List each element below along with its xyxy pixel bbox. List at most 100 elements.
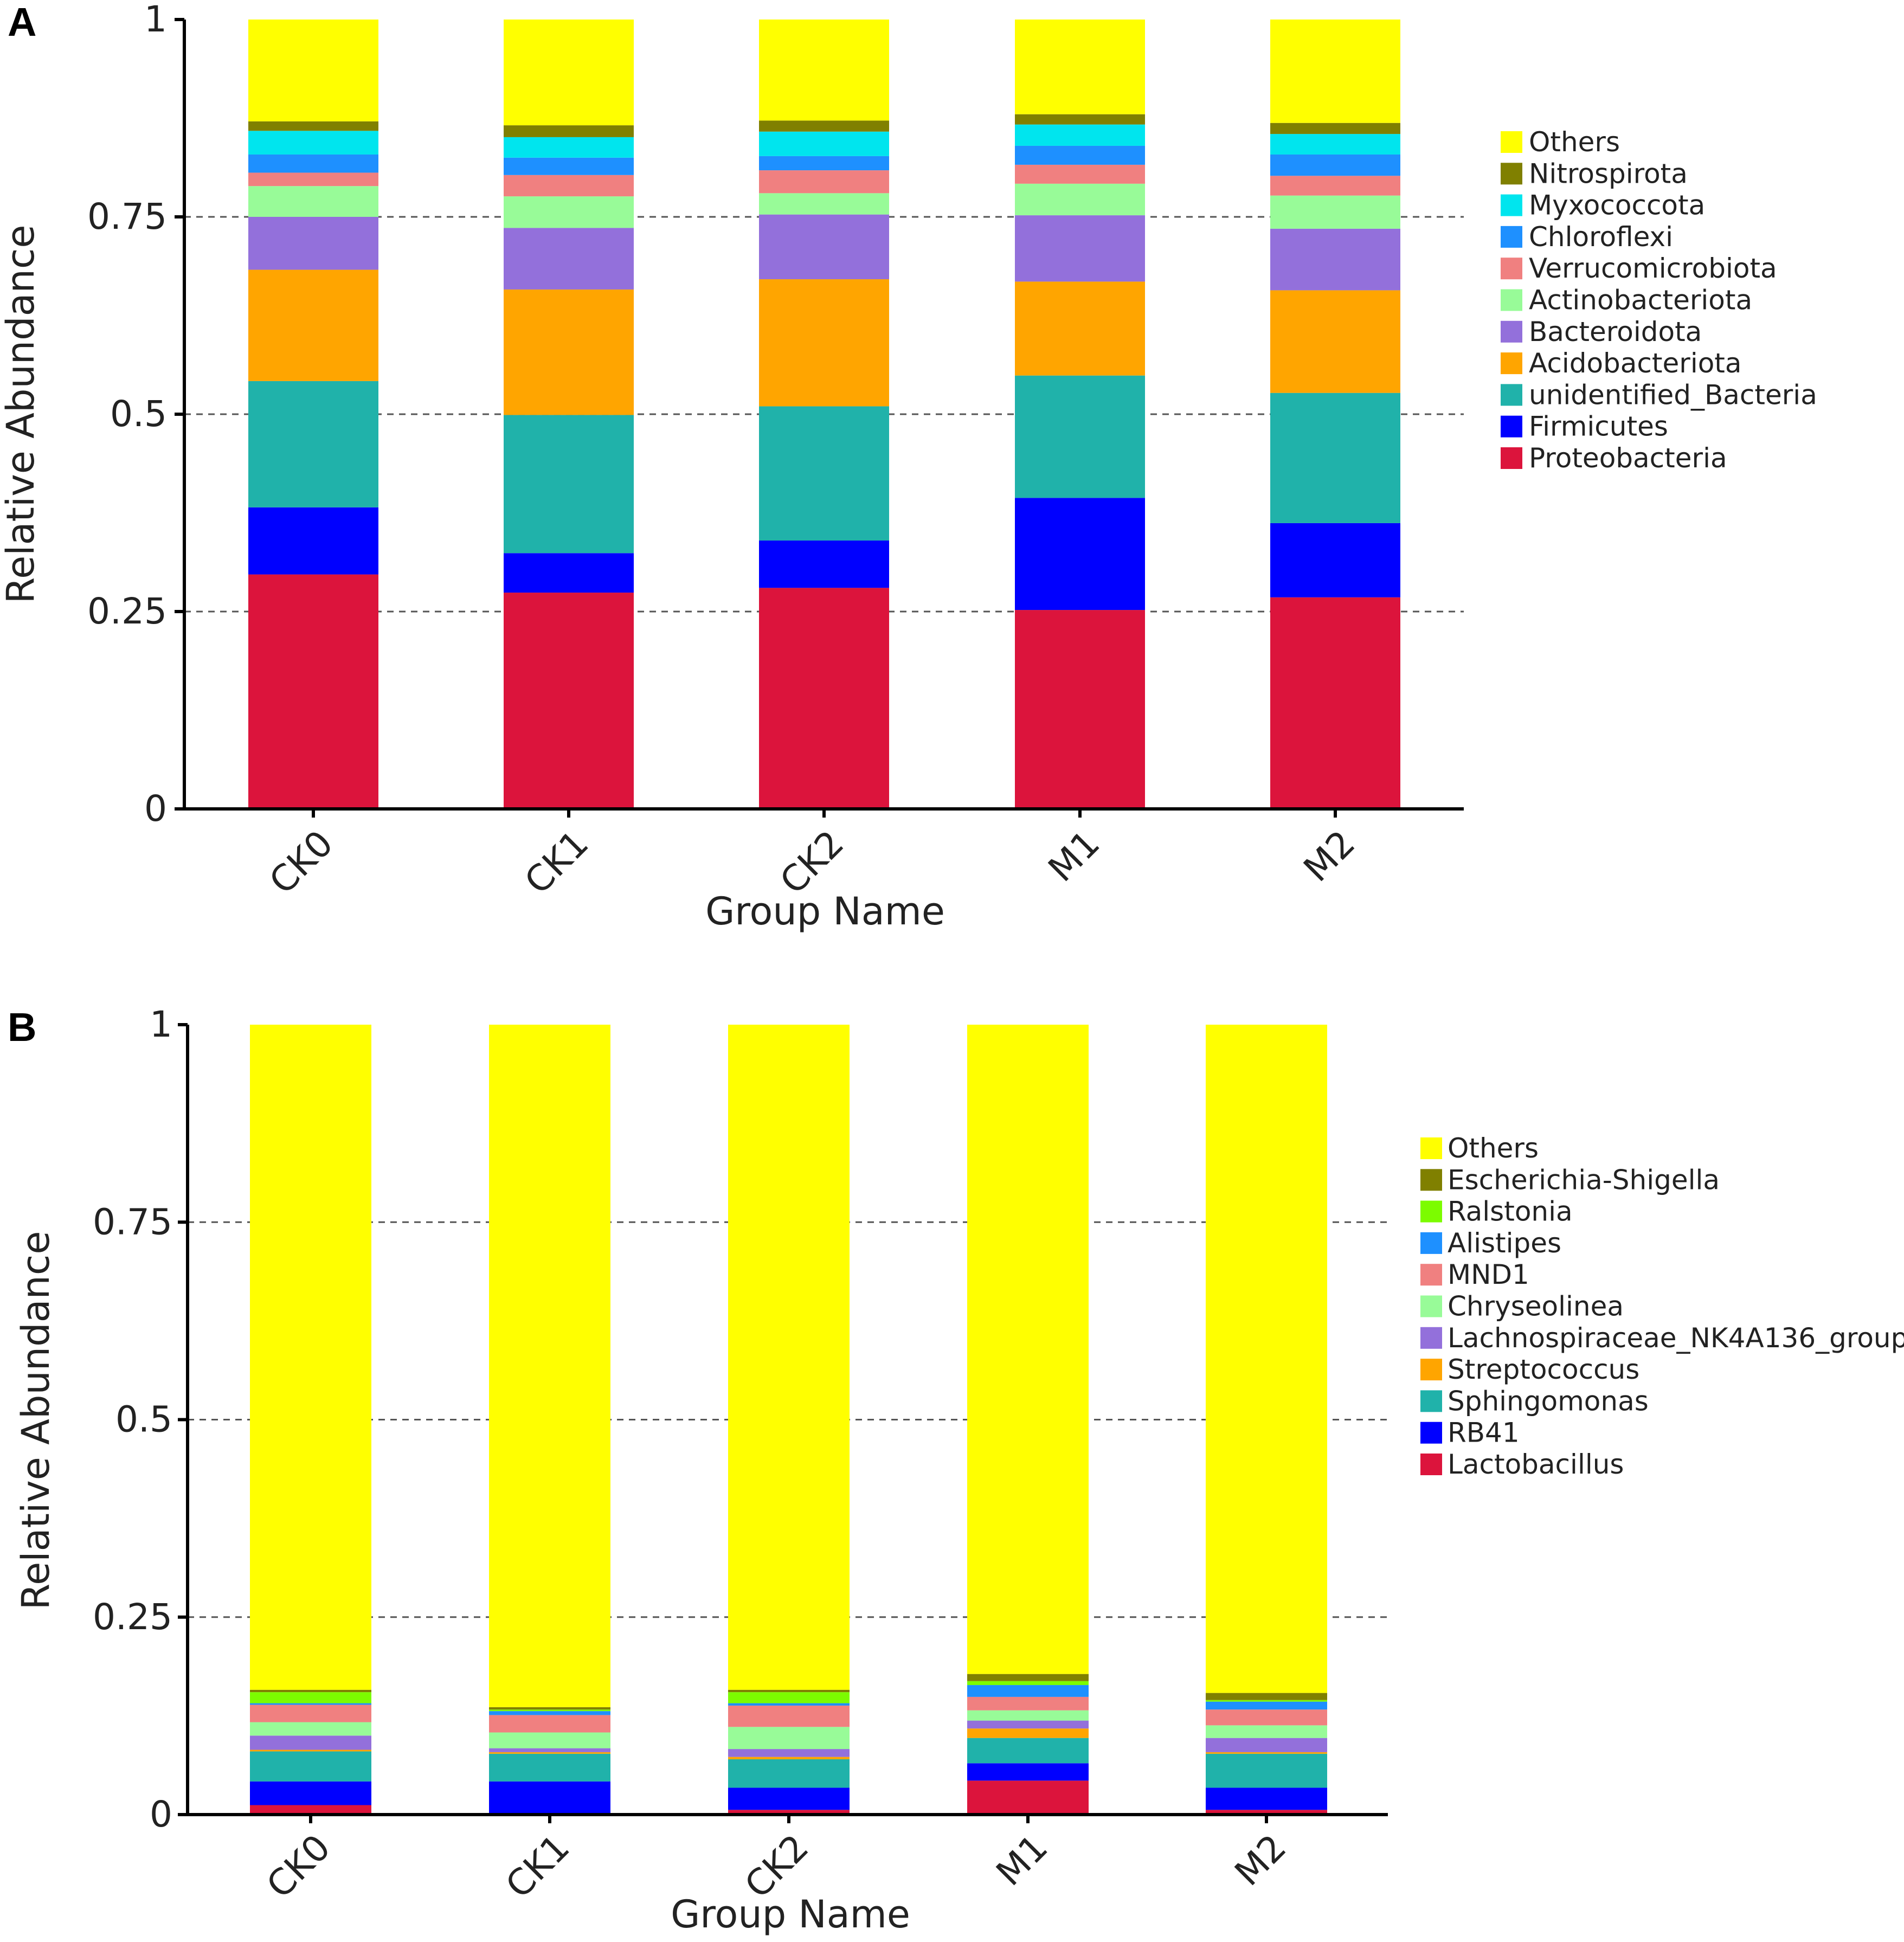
bar-segment-m2-rb41	[1206, 1787, 1327, 1810]
legend-label: Myxococcota	[1529, 190, 1705, 221]
bar-segment-ck0-mnd1	[250, 1705, 371, 1722]
legend-label: Lachnospiraceae_NK4A136_group	[1448, 1322, 1904, 1354]
bar-segment-ck0-sphingomonas	[250, 1751, 371, 1782]
y-tick-label: 0	[150, 1793, 172, 1835]
legend-label: Others	[1529, 126, 1620, 158]
bar-segment-ck0-rb41	[250, 1781, 371, 1805]
bar-segment-m2-streptococcus	[1206, 1752, 1327, 1754]
bar-segment-ck2-sphingomonas	[728, 1759, 850, 1788]
panel-a: A 00.250.50.751 CK0 CK1 CK2 M1 M2 Group Name…	[0, 0, 1817, 934]
bar-segment-m1-bacteroidota	[1015, 215, 1145, 282]
bar-segment-ck0-chloroflexi	[248, 154, 378, 173]
legend-label: Actinobacteriota	[1529, 285, 1752, 316]
legend-label: Streptococcus	[1448, 1354, 1639, 1385]
x-axis-title-a: Group Name	[705, 889, 945, 934]
legend-swatch	[1501, 289, 1522, 311]
x-tick-label-ck1: CK1	[498, 1827, 577, 1906]
x-tick-label-m2: M2	[1227, 1827, 1294, 1894]
bar-segment-m2-myxococcota	[1270, 134, 1400, 155]
bar-segment-ck2-nitrospirota	[759, 120, 889, 132]
bar-segment-m2-escherichia-shigella	[1206, 1693, 1327, 1700]
bar-segment-ck1-acidobacteriota	[504, 289, 634, 415]
bar-segment-m1-verrucomicrobiota	[1015, 164, 1145, 184]
legend-label: Acidobacteriota	[1529, 348, 1742, 379]
bar-segment-ck2-escherichia-shigella	[728, 1689, 850, 1693]
y-axis-title-b: Relative Abundance	[14, 1231, 58, 1610]
bar-segment-ck1-ralstonia	[489, 1709, 610, 1712]
x-tick-label-ck0: CK0	[259, 1827, 338, 1906]
bar-segment-ck2-streptococcus	[728, 1757, 850, 1760]
bar-segment-ck0-chryseolinea	[250, 1722, 371, 1736]
y-tick-label: 0.75	[87, 196, 167, 237]
bar-segment-ck1-verrucomicrobiota	[504, 175, 634, 197]
bar-segment-ck0-unidentified-bacteria	[248, 381, 378, 507]
legend-swatch	[1420, 1422, 1442, 1444]
legend-swatch	[1501, 384, 1522, 406]
bar-segment-m2-lachnospiraceae-nk4a136-group	[1206, 1738, 1327, 1752]
bar-segment-ck1-actinobacteriota	[504, 196, 634, 228]
bar-segment-m2-proteobacteria	[1270, 597, 1400, 809]
bar-segment-ck0-firmicutes	[248, 507, 378, 575]
bar-segment-ck2-rb41	[728, 1787, 850, 1810]
bar-segment-m1-ralstonia	[967, 1681, 1089, 1686]
bar-segment-m1-streptococcus	[967, 1728, 1089, 1738]
y-tick-label: 1	[144, 0, 167, 40]
legend-label: Alistipes	[1448, 1227, 1561, 1259]
legend-swatch	[1501, 131, 1522, 153]
bar-segment-ck1-rb41	[489, 1781, 610, 1814]
bar-segment-m2-actinobacteriota	[1270, 195, 1400, 229]
legend-a: OthersNitrospirotaMyxococcotaChloroflexi…	[1501, 126, 1817, 474]
bar-segment-ck0-proteobacteria	[248, 574, 378, 809]
bar-segment-ck1-streptococcus	[489, 1752, 610, 1754]
legend-swatch	[1501, 226, 1522, 248]
legend-swatch	[1420, 1200, 1442, 1223]
bar-segment-m1-lachnospiraceae-nk4a136-group	[967, 1720, 1089, 1729]
legend-swatch	[1501, 194, 1522, 216]
bar-segment-ck1-others	[489, 1025, 610, 1707]
bar-segment-ck2-myxococcota	[759, 131, 889, 156]
y-tick-label: 0.25	[87, 590, 167, 632]
bar-segment-m1-proteobacteria	[1015, 610, 1145, 809]
x-tick-label-ck0: CK0	[261, 822, 341, 902]
bar-segment-m2-unidentified-bacteria	[1270, 393, 1400, 523]
bar-segment-ck2-actinobacteriota	[759, 193, 889, 215]
bar-segment-ck2-firmicutes	[759, 540, 889, 588]
bar-segment-ck2-proteobacteria	[759, 588, 889, 809]
bar-segment-ck1-others	[504, 20, 634, 126]
legend-swatch	[1420, 1390, 1442, 1412]
bar-segment-m1-acidobacteriota	[1015, 281, 1145, 376]
legend-label: Others	[1448, 1133, 1539, 1164]
bar-segment-m1-firmicutes	[1015, 498, 1145, 610]
y-ticks-a: 0 0.25 0.5 0.75 1	[87, 0, 184, 829]
bar-segment-m1-nitrospirota	[1015, 114, 1145, 125]
bar-segment-m1-unidentified-bacteria	[1015, 375, 1145, 498]
panel-b: B 00.250.50.751 CK0 CK1 CK2 M1 M2 Group Name…	[8, 1004, 1904, 1937]
bar-segment-ck1-unidentified-bacteria	[504, 415, 634, 554]
bar-segment-m1-chloroflexi	[1015, 145, 1145, 165]
bar-segment-m2-acidobacteriota	[1270, 290, 1400, 393]
y-tick-label: 0	[144, 788, 167, 829]
legend-label: Firmicutes	[1529, 411, 1668, 442]
legend-swatch	[1420, 1137, 1442, 1159]
legend-label: Verrucomicrobiota	[1529, 253, 1777, 284]
legend-swatch	[1420, 1264, 1442, 1286]
legend-swatch	[1501, 163, 1522, 185]
bar-segment-m2-others	[1206, 1025, 1327, 1693]
bars-b	[250, 1025, 1327, 1815]
x-tick-label-m1: M1	[988, 1827, 1056, 1894]
legend-swatch	[1420, 1359, 1442, 1381]
bar-segment-m2-sphingomonas	[1206, 1753, 1327, 1788]
bar-segment-ck1-nitrospirota	[504, 125, 634, 137]
x-tick-label-ck1: CK1	[517, 822, 596, 902]
bars-a	[248, 20, 1400, 809]
bar-segment-ck1-alistipes	[489, 1711, 610, 1715]
bar-segment-m1-chryseolinea	[967, 1710, 1089, 1721]
legend-swatch	[1501, 352, 1522, 375]
bar-segment-m1-others	[1015, 20, 1145, 114]
legend-label: Ralstonia	[1448, 1196, 1573, 1227]
x-axis-title-b: Group Name	[671, 1892, 910, 1937]
legend-label: unidentified_Bacteria	[1529, 379, 1817, 410]
bar-segment-m1-actinobacteriota	[1015, 183, 1145, 216]
legend-swatch	[1501, 415, 1522, 438]
